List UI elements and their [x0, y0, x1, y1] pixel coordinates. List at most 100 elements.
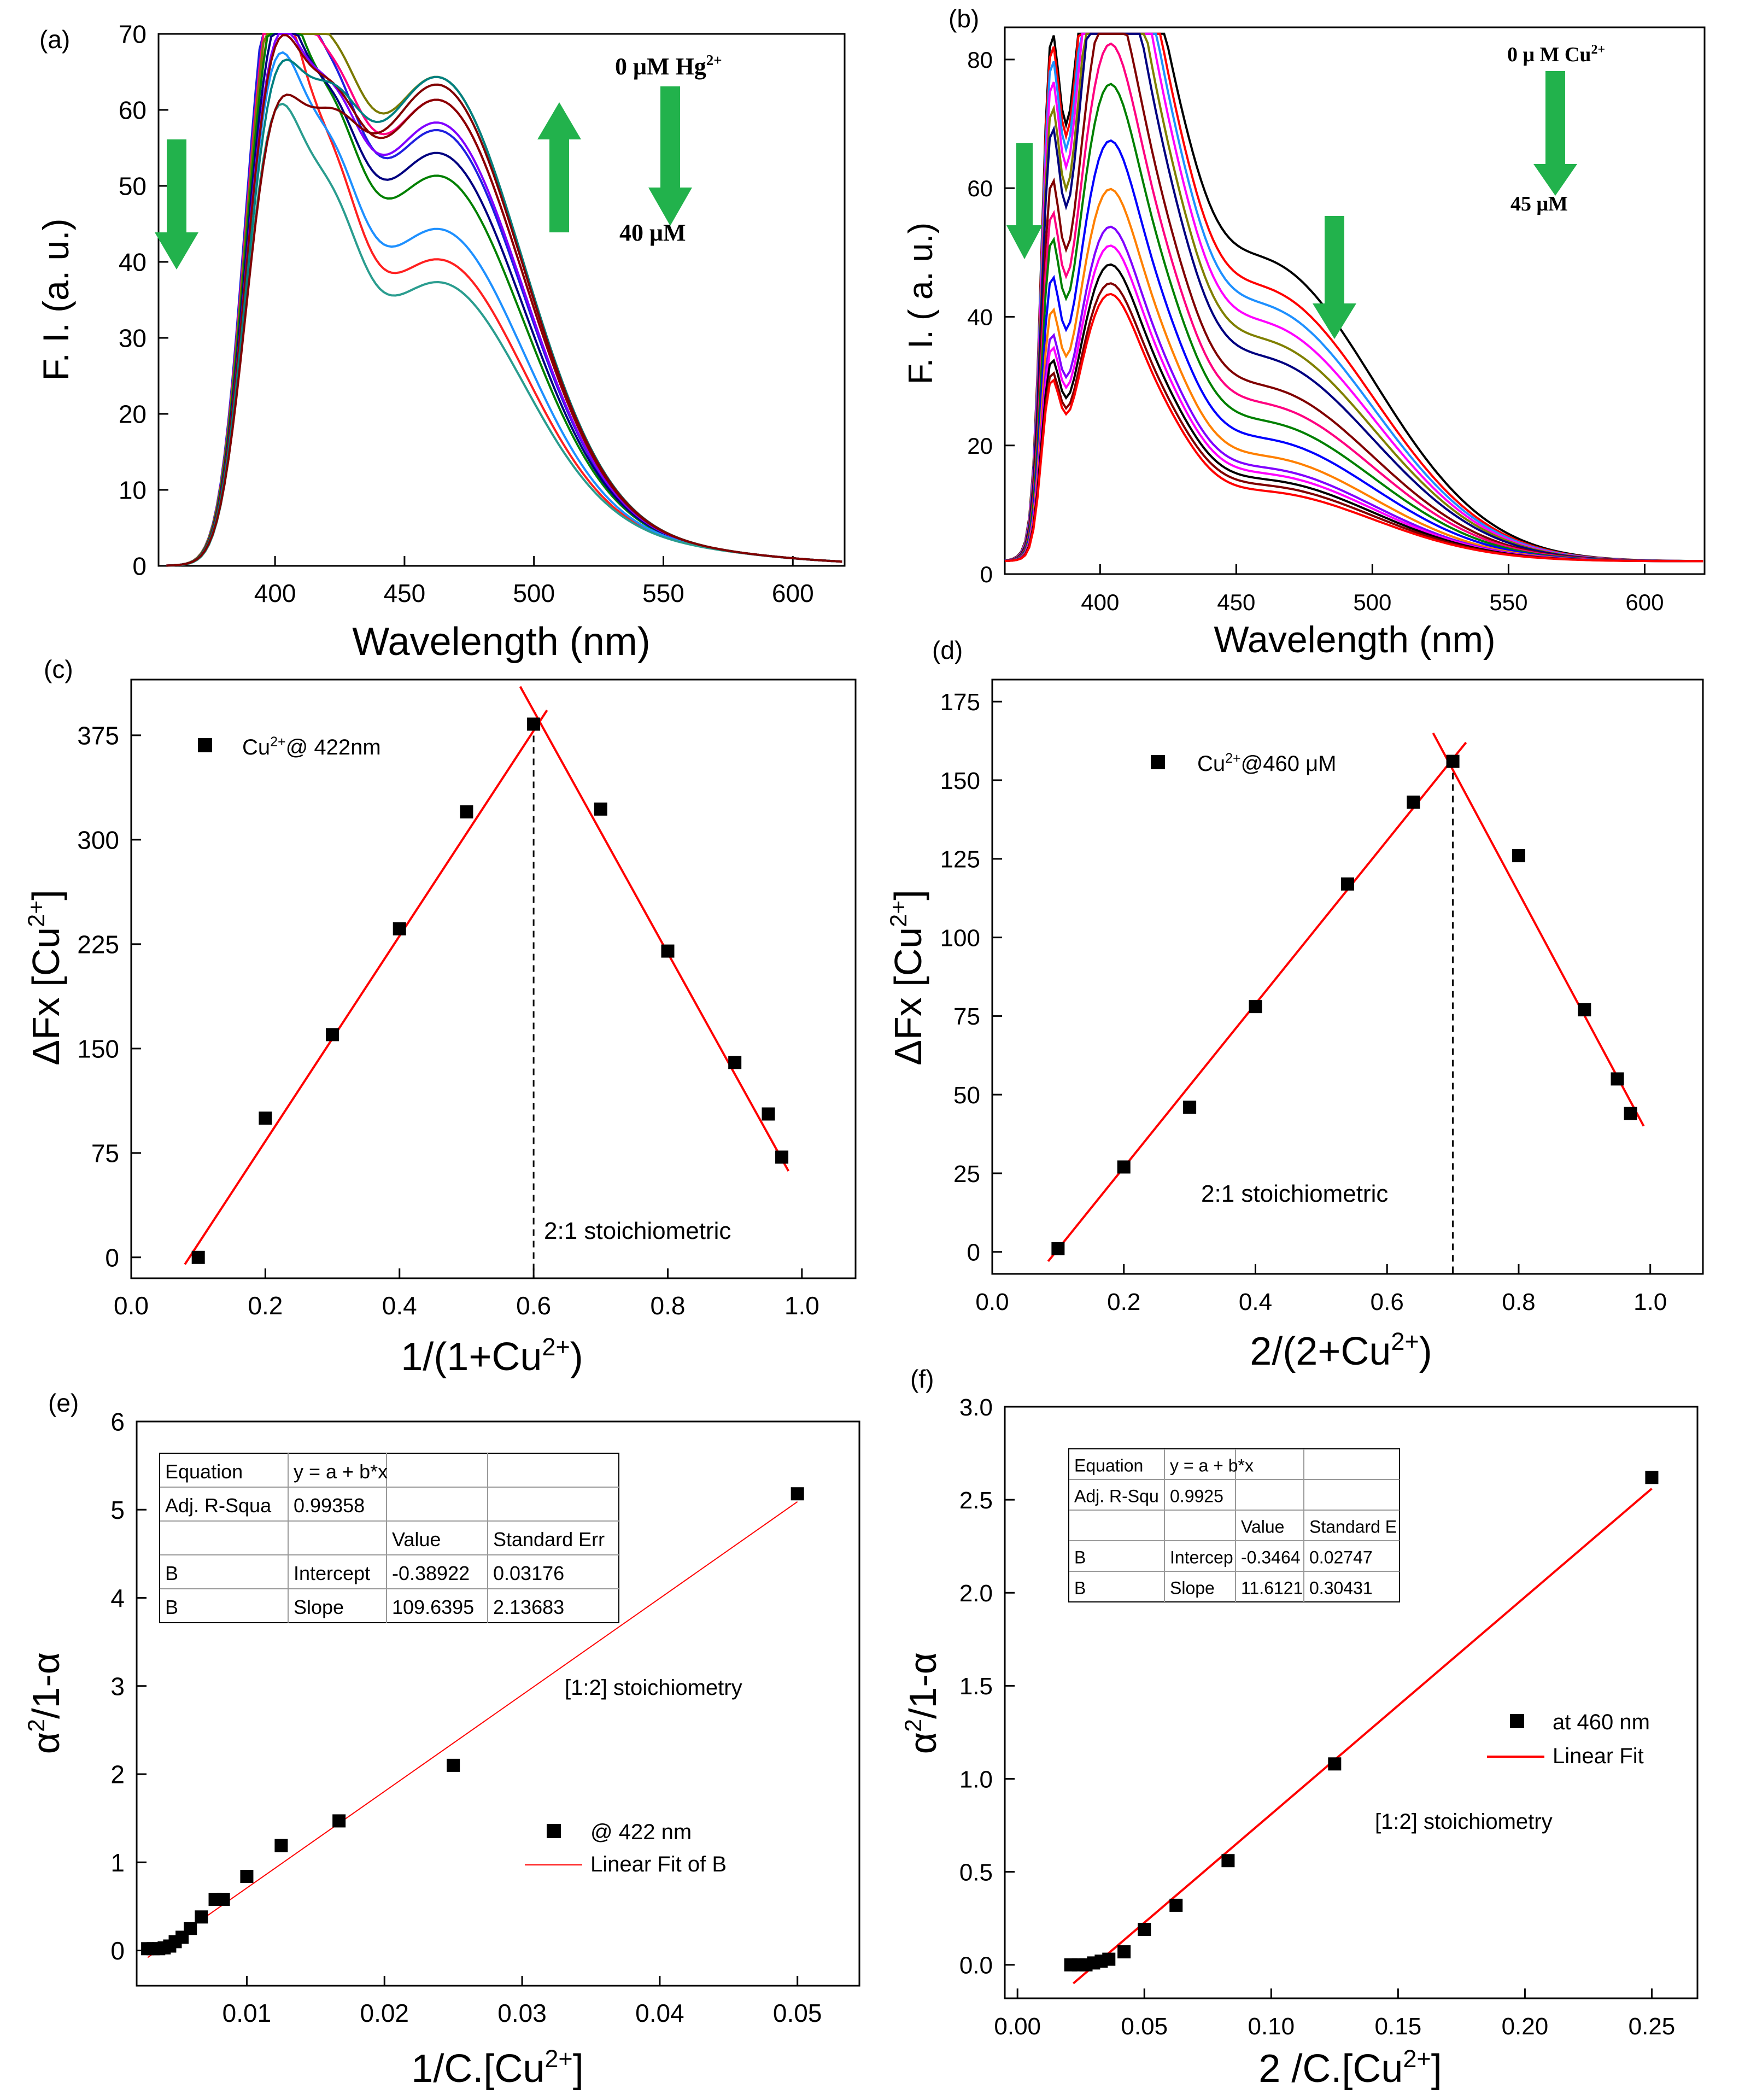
x-tick-label-d: 1.0 — [1633, 1289, 1667, 1315]
fit-table-e-cell: B — [165, 1562, 178, 1584]
plot-frame-b — [1004, 26, 1706, 575]
panel-label-f: (f) — [910, 1365, 934, 1393]
data-point-f — [1169, 1898, 1183, 1912]
fit-table-f-cell: -0.3464 — [1241, 1547, 1301, 1567]
y-tick-label-b: 20 — [967, 433, 993, 459]
fit-table-e-border — [159, 1453, 619, 1623]
fit-table-f-cell: B — [1074, 1547, 1086, 1567]
plot-frame-d — [991, 678, 1704, 1275]
x-tick-label-c: 0.6 — [516, 1291, 551, 1320]
spectrum-b-12 — [1004, 244, 1703, 563]
y-tick-label-a: 30 — [119, 324, 147, 353]
legend-label-c-main: Cu — [242, 735, 270, 759]
x-tick-label-b: 550 — [1489, 589, 1527, 615]
y-tick-label-a: 20 — [119, 400, 147, 429]
fit-table-e-cell: Standard Err — [493, 1528, 605, 1551]
y-tick-label-d: 100 — [940, 925, 980, 951]
data-point-f — [1328, 1757, 1342, 1771]
spectrum-a-3 — [166, 33, 842, 567]
spectrum-b-1 — [1004, 32, 1703, 563]
data-point-f — [1138, 1923, 1151, 1937]
fit-table-f-cell: 0.02747 — [1309, 1547, 1373, 1567]
data-point-c — [661, 944, 675, 958]
y-axis-label-c-end: ] — [25, 890, 67, 900]
legend-marker-label-f: at 460 nm — [1553, 1710, 1650, 1734]
data-point-d — [1512, 849, 1525, 863]
y-tick-label-d: 175 — [940, 689, 980, 716]
y-axis-label-b: F. I. ( a. u.) — [902, 223, 940, 384]
annotation-c: 2:1 stoichiometric — [544, 1218, 731, 1244]
panel-c: 0.0 0.2 0.4 0.6 0.8 1.0 0 75 150 225 300 375 — [77, 678, 857, 1320]
x-tick-label-a: 500 — [513, 579, 555, 607]
data-point-e — [447, 1758, 460, 1772]
x-tick-label-c: 0.4 — [382, 1291, 417, 1320]
y-axis-label-d: ΔFx [Cu2+] — [886, 890, 929, 1065]
x-tick-label-e: 0.05 — [773, 1999, 822, 2027]
x-tick-label-f: 0.10 — [1248, 2013, 1295, 2040]
fit-line-c-1 — [519, 686, 790, 1172]
legend-line-label-f: Linear Fit — [1553, 1744, 1644, 1768]
y-axis-label-f-sup: 2 — [900, 1719, 927, 1732]
data-point-e — [184, 1922, 197, 1935]
data-point-f — [1645, 1471, 1659, 1484]
fit-table-f: Equation y = a + b*x Adj. R-Squ 0.9925 Value… — [1068, 1448, 1400, 1602]
data-point-f — [1102, 1952, 1116, 1966]
fit-table-f-cell: 11.6121 — [1241, 1578, 1303, 1598]
y-axis-label-c-main: ΔFx [Cu — [25, 927, 67, 1066]
panel-label-d: (d) — [932, 636, 963, 664]
y-axis-label-d-main: ΔFx [Cu — [887, 927, 929, 1066]
x-axis-label-f-main: 2 /C.[Cu — [1258, 2047, 1403, 2091]
data-point-e — [216, 1892, 230, 1906]
spectrum-a-2 — [166, 33, 842, 567]
y-axis-label-c: ΔFx [Cu2+] — [24, 890, 67, 1065]
y-tick-label-f: 0.0 — [959, 1952, 993, 1979]
x-tick-label-b: 450 — [1217, 589, 1255, 615]
y-tick-label-a: 70 — [119, 20, 147, 49]
fit-table-e-cell: 0.99358 — [294, 1494, 365, 1517]
y-tick-label-c: 0 — [105, 1243, 119, 1272]
y-axis-label-e-main: α — [25, 1732, 67, 1754]
x-tick-label-f: 0.25 — [1629, 2013, 1676, 2040]
y-tick-label-a: 10 — [119, 476, 147, 505]
spectrum-b-15 — [1004, 293, 1703, 563]
spectrum-a-11 — [166, 83, 842, 567]
fit-table-f-cell: Slope — [1170, 1578, 1215, 1598]
fit-table-f-cell: Standard E — [1309, 1517, 1397, 1536]
annotation-f: [1:2] stoichiometry — [1375, 1810, 1553, 1834]
y-axis-label-f-end: /1-α — [901, 1652, 944, 1719]
data-point-d — [1624, 1107, 1637, 1120]
data-point-e — [195, 1910, 208, 1924]
y-tick-label-b: 60 — [967, 176, 993, 201]
x-axis-label-f-end: ] — [1431, 2047, 1442, 2091]
x-axis-label-c-main: 1/(1+Cu — [401, 1335, 542, 1379]
down-arrow-icon — [1533, 71, 1577, 196]
x-axis-label-c-sup: 2+ — [542, 1333, 570, 1361]
y-tick-label-d: 75 — [953, 1003, 980, 1030]
x-tick-label-a: 400 — [254, 579, 296, 607]
x-axis-label-c: 1/(1+Cu2+) — [401, 1333, 583, 1379]
legend-marker-label-e: @ 422 nm — [590, 1820, 692, 1844]
panel-f: 0.00 0.05 0.10 0.15 0.20 0.25 0.0 0.5 1.0 1.5 2.0 2… — [959, 1394, 1699, 2040]
annotation-bottom-a: 40 μM — [619, 219, 686, 246]
data-point-d — [1578, 1003, 1591, 1016]
legend-label-d: Cu2+@460 μM — [1197, 751, 1336, 776]
annotation-top-b: 0 μ M Cu2+ — [1507, 43, 1605, 66]
y-tick-label-f: 0.5 — [959, 1859, 993, 1886]
data-point-c — [594, 802, 607, 816]
x-tick-label-c: 1.0 — [784, 1291, 819, 1320]
x-tick-label-d: 0.4 — [1239, 1289, 1272, 1315]
fit-table-e-cell: B — [165, 1596, 178, 1618]
x-axis-label-e-end: ] — [573, 2047, 584, 2091]
data-point-c — [393, 922, 406, 935]
fit-table-e: Equation y = a + b*x Adj. R-Squa 0.99358 Val… — [159, 1453, 619, 1623]
data-point-d — [1341, 877, 1354, 891]
annotation-bottom-b: 45 μM — [1510, 192, 1568, 215]
y-tick-label-e: 5 — [110, 1496, 125, 1524]
y-tick-label-b: 40 — [967, 305, 993, 330]
panel-a: 400 450 500 550 600 0 10 20 30 40 50 60 70 — [119, 20, 846, 607]
spectrum-b-14 — [1004, 282, 1703, 563]
fit-table-f-cell: 0.30431 — [1309, 1578, 1373, 1598]
fit-table-e-cell: Slope — [294, 1596, 344, 1618]
data-point-c — [762, 1107, 775, 1121]
y-tick-label-e: 0 — [110, 1937, 125, 1965]
